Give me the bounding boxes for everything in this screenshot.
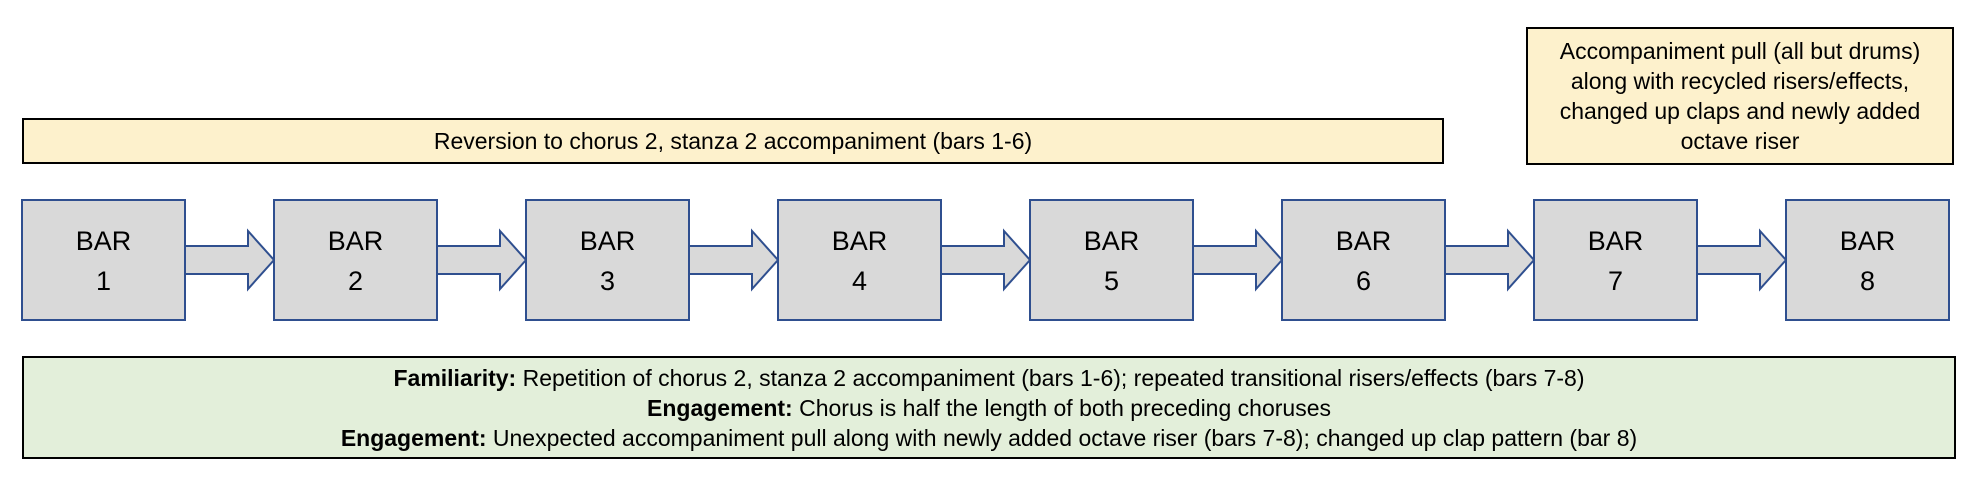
- bar-box-2: BAR 2: [273, 199, 438, 321]
- bar-box-rect: [21, 199, 186, 321]
- flow-arrow: [1696, 228, 1788, 292]
- summary-label: Familiarity:: [393, 364, 517, 391]
- bar-word: BAR: [1084, 226, 1140, 256]
- bar-word: BAR: [832, 226, 888, 256]
- bar-number: 3: [600, 266, 615, 296]
- bar-word: BAR: [328, 226, 384, 256]
- summary-engagement-pull: Engagement: Unexpected accompaniment pul…: [341, 423, 1637, 453]
- bar-number: 7: [1608, 266, 1623, 296]
- callout-line: changed up claps and newly added: [1559, 98, 1921, 124]
- bar-number: 4: [852, 266, 867, 296]
- bar-box-rect: [1029, 199, 1194, 321]
- bar-number: 1: [96, 266, 111, 296]
- summary-box: Familiarity: Repetition of chorus 2, sta…: [22, 356, 1956, 459]
- flow-arrow: [436, 228, 528, 292]
- bar-box-3: BAR 3: [525, 199, 690, 321]
- summary-label: Engagement:: [340, 424, 487, 451]
- summary-text: Chorus is half the length of both preced…: [792, 394, 1331, 421]
- bar-box-rect: [1785, 199, 1950, 321]
- summary-familiarity: Familiarity: Repetition of chorus 2, sta…: [393, 363, 1584, 393]
- bar-number: 2: [348, 266, 363, 296]
- accompaniment-callout: Accompaniment pull (all but drums) along…: [1526, 27, 1954, 165]
- bar-number: 8: [1860, 266, 1875, 296]
- bar-box-8: BAR 8: [1785, 199, 1950, 321]
- bar-word: BAR: [1588, 226, 1644, 256]
- flow-arrow: [184, 228, 276, 292]
- flow-arrow: [1192, 228, 1284, 292]
- callout-line: Accompaniment pull (all but drums): [1559, 38, 1921, 64]
- summary-label: Engagement:: [647, 394, 793, 421]
- bar-word: BAR: [1840, 226, 1896, 256]
- summary-engagement-length: Engagement: Chorus is half the length of…: [647, 393, 1331, 423]
- bar-word: BAR: [580, 226, 636, 256]
- top-banner: Reversion to chorus 2, stanza 2 accompan…: [22, 118, 1444, 164]
- bar-box-1: BAR 1: [21, 199, 186, 321]
- bar-box-rect: [273, 199, 438, 321]
- top-banner-text: Reversion to chorus 2, stanza 2 accompan…: [433, 128, 1033, 154]
- bar-number: 6: [1356, 266, 1371, 296]
- flow-arrow: [688, 228, 780, 292]
- flow-arrow: [940, 228, 1032, 292]
- callout-line: along with recycled risers/effects,: [1570, 68, 1910, 94]
- bar-word: BAR: [76, 226, 132, 256]
- bar-box-rect: [525, 199, 690, 321]
- bar-box-7: BAR 7: [1533, 199, 1698, 321]
- callout-line: octave riser: [1680, 128, 1800, 154]
- flow-arrow: [1444, 228, 1536, 292]
- bar-box-5: BAR 5: [1029, 199, 1194, 321]
- bar-number: 5: [1104, 266, 1119, 296]
- summary-text: Repetition of chorus 2, stanza 2 accompa…: [516, 364, 1585, 391]
- bar-box-rect: [1533, 199, 1698, 321]
- bar-word: BAR: [1336, 226, 1392, 256]
- bar-box-rect: [777, 199, 942, 321]
- summary-text: Unexpected accompaniment pull along with…: [486, 424, 1638, 451]
- bar-box-rect: [1281, 199, 1446, 321]
- bar-flow-diagram: BAR 1 BAR 2 BAR 3 BAR 4 BAR 5 BAR 6 BAR 7 BAR 8: [21, 199, 1950, 321]
- bar-box-4: BAR 4: [777, 199, 942, 321]
- bar-box-6: BAR 6: [1281, 199, 1446, 321]
